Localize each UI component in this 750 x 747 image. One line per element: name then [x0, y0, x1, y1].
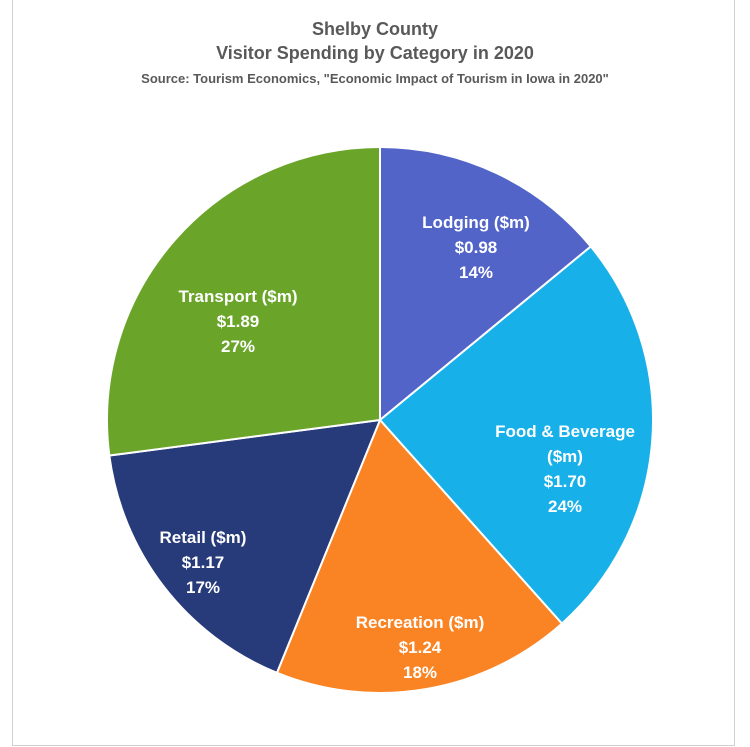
slice-4-name-label: Retail ($m) [160, 528, 247, 547]
slice-2-name-part-label: ($m) [547, 447, 583, 466]
slice-2-percent-label: 24% [548, 497, 582, 516]
slice-4-value-label: $1.17 [182, 553, 225, 572]
pie-slice-4 [108, 418, 382, 675]
slice-1-percent-label: 14% [459, 263, 493, 282]
pie-slice-3 [275, 418, 564, 694]
slice-5-percent-label: 27% [221, 337, 255, 356]
slice-4-percent-label: 17% [186, 578, 220, 597]
slice-3-name-label: Recreation ($m) [356, 613, 484, 632]
slice-5-value-label: $1.89 [217, 312, 260, 331]
slice-3-percent-label: 18% [403, 663, 437, 682]
pie-slice-1 [379, 145, 593, 423]
chart-source: Source: Tourism Economics, "Economic Imp… [141, 71, 609, 86]
pie-slice-2 [378, 245, 654, 626]
slice-3-value-label: $1.24 [399, 638, 442, 657]
pie-slice-5 [106, 145, 381, 457]
slice-1-name-label: Lodging ($m) [422, 213, 530, 232]
chart-title: Shelby County [311, 19, 438, 39]
chart-subtitle: Visitor Spending by Category in 2020 [216, 43, 534, 63]
slice-2-name-part-label: Food & Beverage [495, 422, 635, 441]
slice-1-value-label: $0.98 [455, 238, 498, 257]
slice-2-value-label: $1.70 [544, 472, 587, 491]
slice-5-name-label: Transport ($m) [178, 287, 297, 306]
